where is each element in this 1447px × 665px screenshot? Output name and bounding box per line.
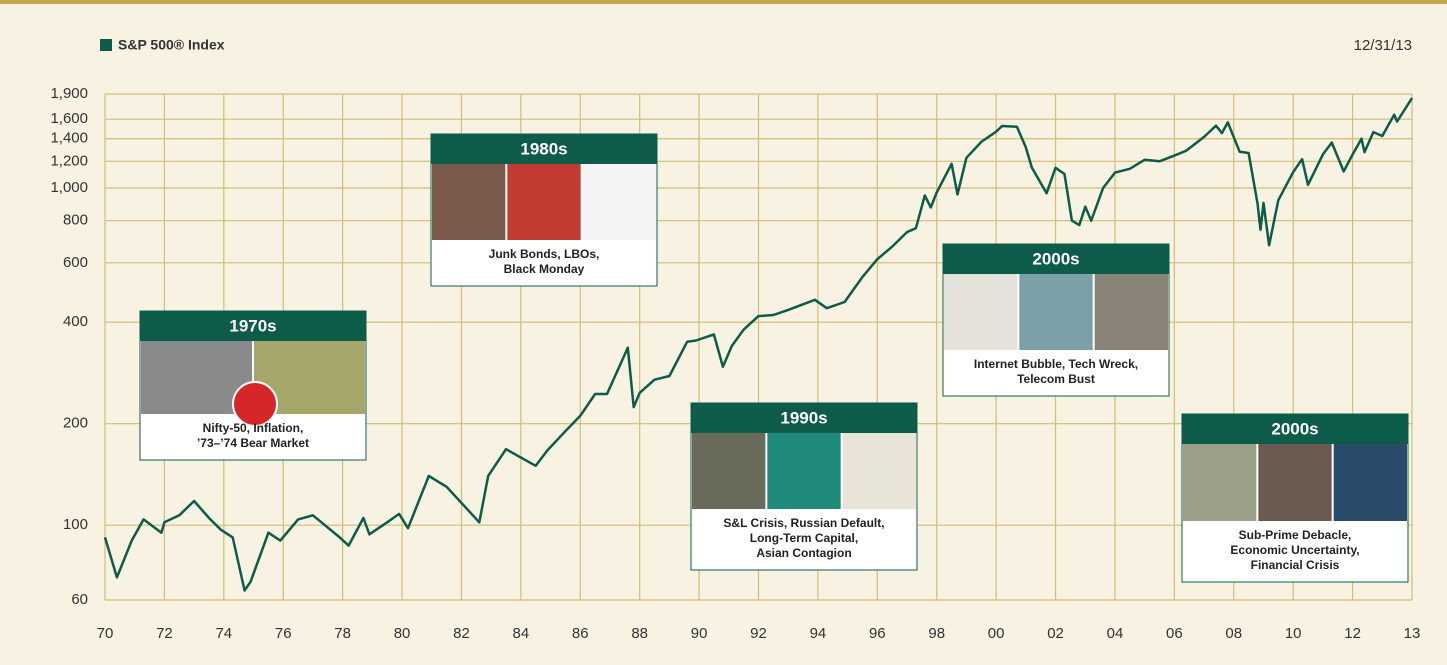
x-tick-label: 92 (750, 625, 767, 642)
annotation-text: Black Monday (504, 262, 585, 276)
y-tick-label: 1,400 (50, 130, 88, 147)
annotation-header (943, 244, 1169, 274)
annotation: 1970s Nifty-50, Inflation,’73–’74 Bear Ma… (139, 310, 367, 461)
annotation-text: Long-Term Capital, (750, 531, 858, 545)
top-bar (0, 0, 1447, 4)
annotation-image (842, 433, 916, 509)
annotation-text: Financial Crisis (1251, 558, 1340, 572)
x-tick-label: 86 (572, 625, 589, 642)
legend-label: S&P 500® Index (118, 37, 225, 53)
x-tick-label: 80 (394, 625, 411, 642)
x-tick-label: 76 (275, 625, 292, 642)
line (103, 97, 1414, 592)
y-tick-label: 1,900 (50, 85, 88, 102)
annotation-header (140, 311, 366, 341)
y-tick-label: 400 (63, 313, 88, 330)
x-tick-label: 74 (215, 625, 232, 642)
x-tick-label: 88 (631, 625, 648, 642)
x-tick-label: 82 (453, 625, 470, 642)
x-tick-label: 04 (1107, 625, 1124, 642)
annotation-image (1019, 274, 1093, 350)
annotation-image (692, 433, 766, 509)
y-tick-label: 1,200 (50, 152, 88, 169)
y-tick-label: 1,600 (50, 110, 88, 127)
annotation-image (1094, 274, 1168, 350)
annotation-image (1183, 444, 1257, 521)
annotation-header (691, 403, 917, 433)
annotation-text: Asian Contagion (756, 546, 851, 560)
annotation-text: Internet Bubble, Tech Wreck, (974, 357, 1138, 371)
x-tick-label: 72 (156, 625, 173, 642)
annotation-text: Sub-Prime Debacle, (1239, 528, 1352, 542)
annotation: 1980s Junk Bonds, LBOs,Black Monday (430, 133, 658, 287)
annotation-image (432, 164, 506, 240)
annotation: 1990s S&L Crisis, Russian Default,Long-Te… (690, 402, 918, 571)
annotation-text: Economic Uncertainty, (1230, 543, 1359, 557)
annotation-image (944, 274, 1018, 350)
annotation-image (582, 164, 656, 240)
annotation-text: Telecom Bust (1017, 372, 1095, 386)
x-tick-label: 70 (97, 625, 114, 642)
x-tick-label: 90 (691, 625, 708, 642)
x-tick-label: 06 (1166, 625, 1183, 642)
annotation-text: ’73–’74 Bear Market (197, 436, 309, 450)
win-badge (232, 381, 278, 427)
x-tick-label: 98 (928, 625, 945, 642)
annotation-image (767, 433, 841, 509)
annotation-title: 1970s (229, 316, 276, 335)
x-tick-label: 12 (1344, 625, 1361, 642)
annotation: 2000s Internet Bubble, Tech Wreck,Telecom… (942, 243, 1170, 397)
y-tick-label: 100 (63, 516, 88, 533)
x-tick-label: 13 (1404, 625, 1421, 642)
x-tick-label: 84 (513, 625, 530, 642)
annotation-title: 1990s (780, 408, 827, 427)
annotation-title: 1980s (520, 139, 567, 158)
legend-swatch (100, 39, 112, 51)
annotation-header (431, 134, 657, 164)
annotation-image (1258, 444, 1332, 521)
annotation-text: Nifty-50, Inflation, (203, 421, 304, 435)
x-tick-label: 78 (334, 625, 351, 642)
annotation-title: 2000s (1271, 419, 1318, 438)
x-tick-label: 08 (1225, 625, 1242, 642)
y-tick-label: 600 (63, 254, 88, 271)
annotation: 2000s Sub-Prime Debacle,Economic Uncertai… (1181, 413, 1409, 583)
annotation-image (1333, 444, 1407, 521)
y-tick-label: 1,000 (50, 179, 88, 196)
annotation-text: Junk Bonds, LBOs, (489, 247, 600, 261)
date-label: 12/31/13 (1354, 37, 1412, 54)
x-tick-label: 94 (810, 625, 827, 642)
y-tick-label: 200 (63, 415, 88, 432)
x-tick-label: 02 (1047, 625, 1064, 642)
x-tick-label: 10 (1285, 625, 1302, 642)
x-tick-label: 96 (869, 625, 886, 642)
annotation-header (1182, 414, 1408, 444)
y-tick-label: 800 (63, 212, 88, 229)
annotation-text: S&L Crisis, Russian Default, (723, 516, 884, 530)
annotation-title: 2000s (1032, 249, 1079, 268)
y-tick-label: 60 (71, 591, 88, 608)
x-tick-label: 00 (988, 625, 1005, 642)
annotation-image (507, 164, 581, 240)
